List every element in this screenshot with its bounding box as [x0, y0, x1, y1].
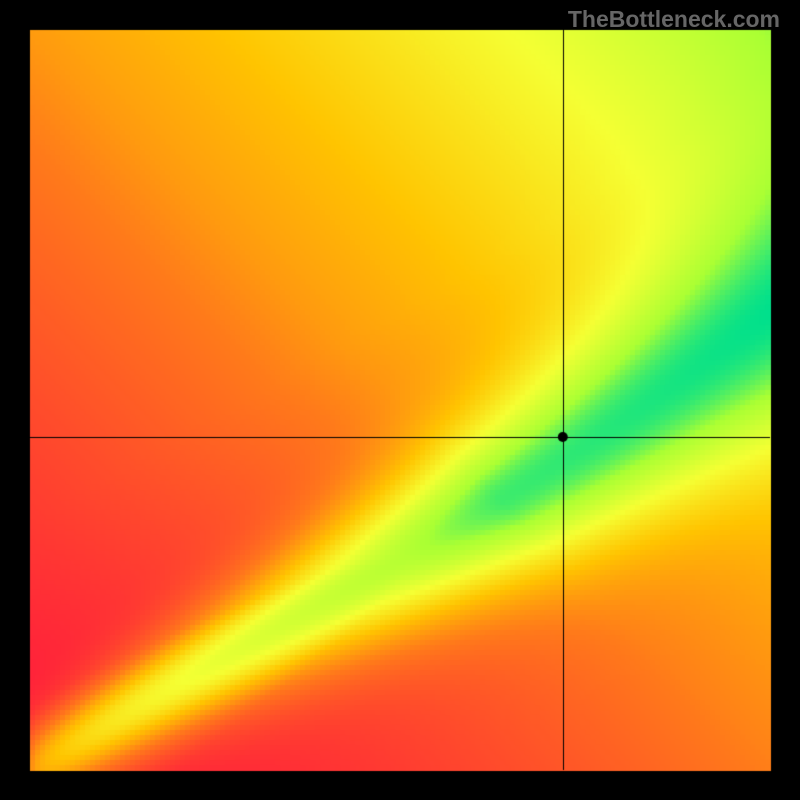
- chart-container: TheBottleneck.com: [0, 0, 800, 800]
- watermark-text: TheBottleneck.com: [568, 6, 780, 33]
- heatmap-canvas: [0, 0, 800, 800]
